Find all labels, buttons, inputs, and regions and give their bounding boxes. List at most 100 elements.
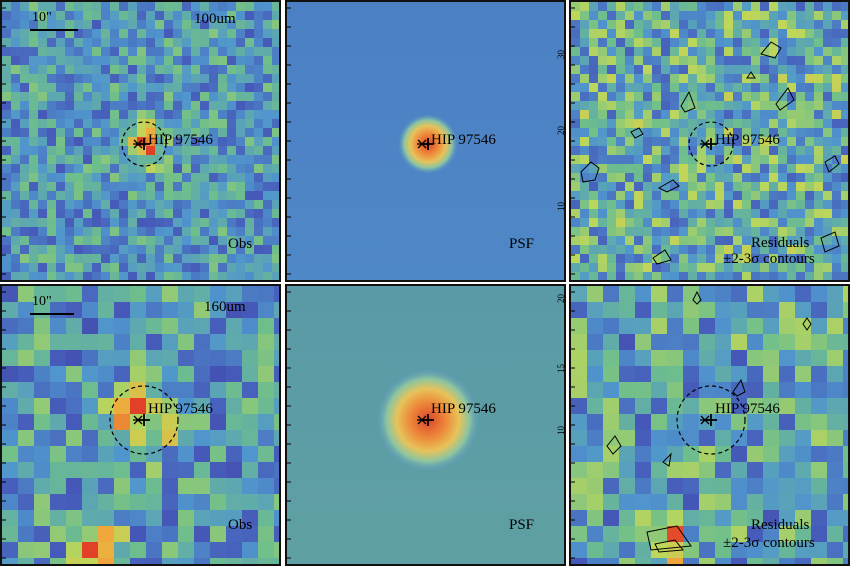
map-pixel [841,182,848,192]
map-pixel [114,398,131,415]
map-pixel [589,20,599,30]
map-pixel [200,29,210,39]
map-pixel [679,38,689,48]
map-pixel [715,350,732,367]
map-pixel [724,65,734,75]
map-pixel [236,83,246,93]
map-pixel [218,74,228,84]
map-pixel [38,119,48,129]
map-pixel [841,227,848,237]
map-pixel [751,236,761,246]
map-pixel [173,119,183,129]
map-pixel [661,29,671,39]
map-pixel [2,414,19,431]
map-pixel [679,173,689,183]
map-pixel [128,2,138,12]
map-pixel [724,11,734,21]
map-pixel [191,137,201,147]
map-pixel [778,56,788,66]
map-pixel [65,119,75,129]
map-pixel [18,542,35,559]
residual-contour [646,525,692,551]
map-pixel [827,382,844,399]
map-pixel [11,146,21,156]
map-pixel [83,227,93,237]
map-pixel [263,155,273,165]
map-pixel [670,38,680,48]
map-pixel [114,494,131,511]
map-pixel [178,558,195,564]
map-pixel [82,526,99,543]
map-pixel [706,65,716,75]
map-pixel [209,173,219,183]
map-pixel [814,47,824,57]
map-pixel [162,286,179,303]
map-pixel [146,526,163,543]
map-pixel [137,128,147,138]
map-pixel [47,74,57,84]
map-pixel [688,119,698,129]
map-pixel [760,11,770,21]
map-pixel [706,83,716,93]
map-pixel [182,200,192,210]
map-pixel [715,382,732,399]
map-pixel [769,281,779,282]
map-pixel [65,191,75,201]
map-pixel [101,92,111,102]
map-pixel [162,414,179,431]
map-pixel [699,478,716,495]
map-pixel [635,382,652,399]
map-pixel [146,494,163,511]
map-pixel [625,110,635,120]
map-pixel [38,110,48,120]
map-pixel [272,47,279,57]
map-pixel [635,334,652,351]
map-pixel [742,2,752,12]
map-pixel [191,128,201,138]
map-pixel [218,47,228,57]
map-pixel [643,272,653,280]
map-pixel [760,182,770,192]
map-pixel [92,65,102,75]
map-pixel [827,414,844,431]
map-pixel [191,110,201,120]
map-pixel [200,20,210,30]
map-pixel [779,350,796,367]
map-pixel [751,65,761,75]
map-pixel [29,218,39,228]
map-pixel [119,173,129,183]
map-pixel [724,272,734,280]
map-pixel [643,110,653,120]
map-pixel [697,146,707,156]
map-pixel [74,173,84,183]
map-pixel [119,56,129,66]
map-pixel [679,182,689,192]
map-pixel [164,281,174,282]
map-pixel [110,191,120,201]
map-pixel [580,119,590,129]
map-pixel [74,11,84,21]
map-pixel [182,236,192,246]
map-pixel [587,510,604,527]
map-pixel [110,173,120,183]
map-pixel [679,65,689,75]
map-pixel [832,110,842,120]
map-pixel [29,119,39,129]
map-pixel [661,92,671,102]
map-pixel [683,382,700,399]
map-pixel [263,209,273,219]
map-pixel [603,510,620,527]
map-pixel [114,478,131,495]
map-pixel [245,38,255,48]
map-pixel [137,254,147,264]
map-pixel [128,29,138,39]
map-pixel [832,263,842,273]
map-pixel [137,209,147,219]
map-pixel [625,119,635,129]
map-pixel [661,200,671,210]
map-pixel [571,302,588,319]
map-pixel [146,254,156,264]
map-pixel [823,47,833,57]
map-pixel [616,83,626,93]
map-pixel [258,382,275,399]
